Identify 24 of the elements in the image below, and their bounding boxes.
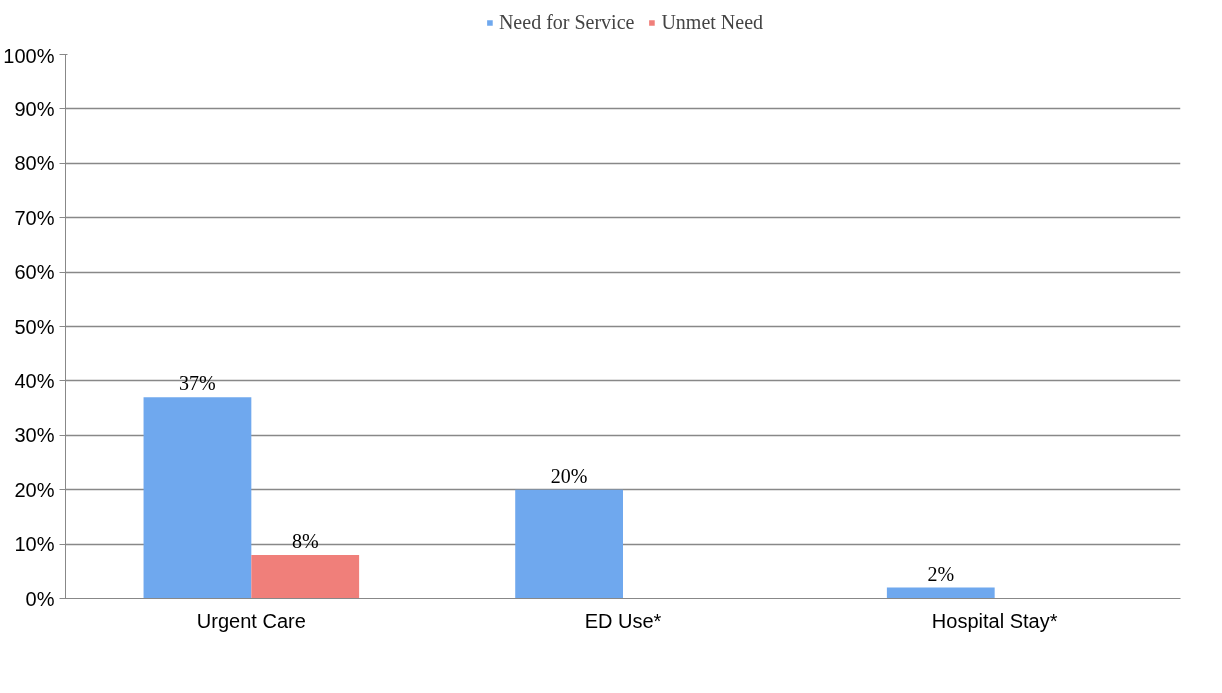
x-tick-label: Hospital Stay* bbox=[931, 609, 1058, 632]
x-tick-label: Urgent Care bbox=[196, 609, 306, 632]
x-tick-label: ED Use* bbox=[584, 609, 662, 632]
y-tick-label: 70% bbox=[14, 206, 55, 229]
data-label: 37% bbox=[179, 372, 216, 395]
y-tick-label: 30% bbox=[14, 424, 55, 447]
legend-label: Need for Service bbox=[498, 10, 635, 34]
y-tick-label: 40% bbox=[14, 369, 55, 392]
y-tick-label: 10% bbox=[14, 533, 55, 556]
y-tick-label: 100% bbox=[3, 44, 55, 67]
bar bbox=[143, 397, 252, 599]
y-tick-label: 60% bbox=[14, 261, 55, 284]
y-tick-label: 90% bbox=[14, 97, 55, 120]
data-label: 20% bbox=[550, 464, 588, 487]
data-label: 8% bbox=[291, 529, 319, 552]
data-label: 2% bbox=[927, 562, 955, 585]
y-tick-label: 20% bbox=[14, 478, 55, 501]
bar bbox=[886, 587, 995, 599]
legend-label: Unmet Need bbox=[661, 10, 764, 34]
bar bbox=[251, 554, 360, 599]
y-tick-label: 0% bbox=[25, 587, 55, 610]
y-tick-label: 50% bbox=[14, 315, 55, 338]
bar bbox=[515, 489, 623, 599]
y-tick-label: 80% bbox=[14, 152, 55, 175]
